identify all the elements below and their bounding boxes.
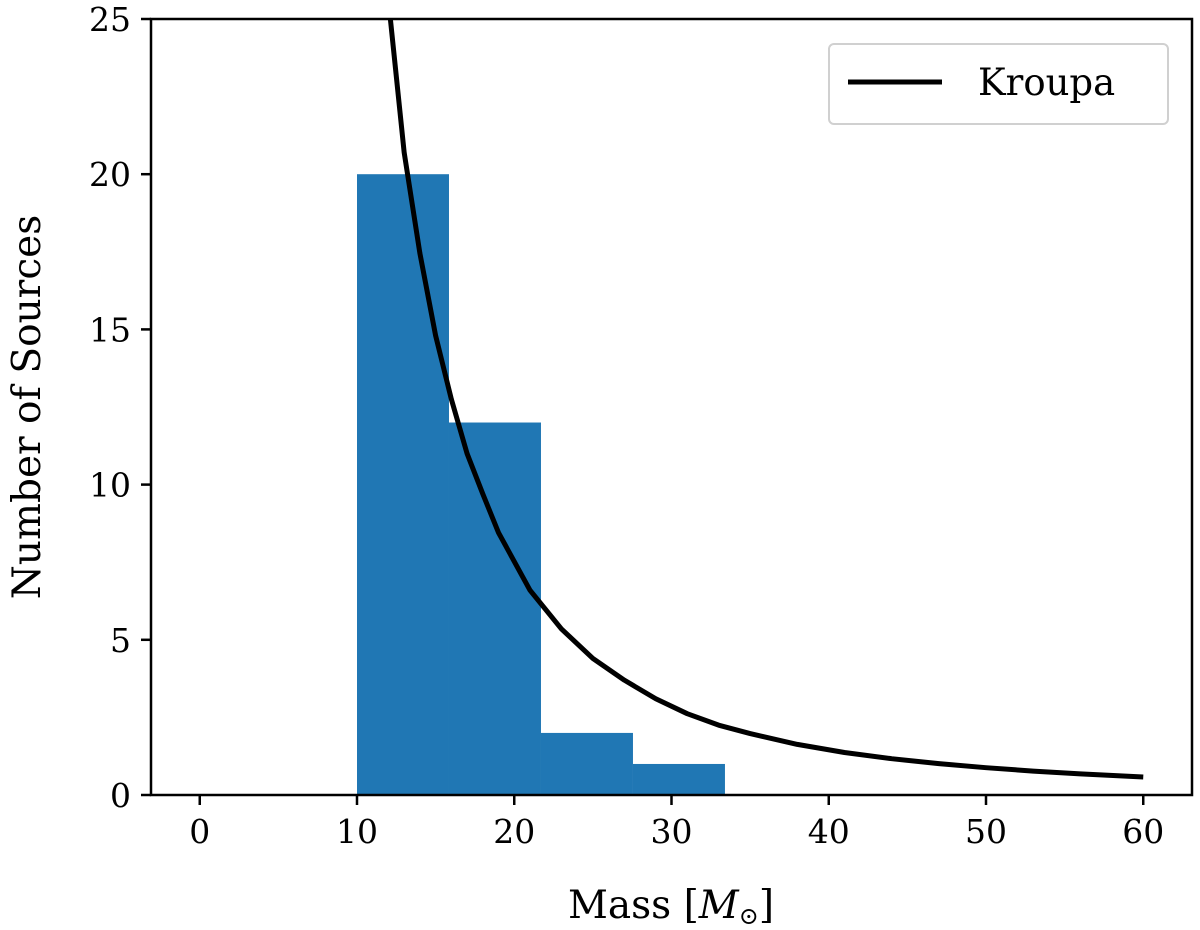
y-axis-ticks: 0 5 10 15 20 25	[89, 0, 151, 815]
x-tick-label: 40	[808, 812, 850, 851]
x-tick-label: 20	[493, 812, 535, 851]
x-tick-label: 0	[189, 812, 210, 851]
x-tick-label: 60	[1122, 812, 1164, 851]
x-tick-label: 50	[965, 812, 1007, 851]
histogram-bar-3	[540, 732, 633, 795]
line-series	[387, 19, 1144, 780]
y-tick-label: 5	[110, 621, 131, 660]
series-line-kroupa	[387, 19, 1144, 780]
x-axis-ticks: 0 10 20 30 40 50 60	[189, 795, 1164, 851]
y-tick-label: 15	[89, 310, 131, 349]
y-tick-label: 20	[89, 155, 131, 194]
x-tick-label: 10	[336, 812, 378, 851]
histogram-bar-4	[632, 763, 725, 795]
plot-area-frame	[149, 17, 1194, 797]
legend: Kroupa	[828, 43, 1169, 125]
legend-box	[828, 43, 1169, 125]
x-axis-title: Mass [M⊙]	[568, 883, 774, 930]
histogram-bar-1	[357, 174, 449, 795]
y-tick-label: 10	[89, 466, 131, 505]
y-tick-label: 25	[89, 0, 131, 39]
histogram-bar-2	[448, 422, 541, 795]
histogram-bars	[357, 174, 725, 795]
x-tick-label: 30	[651, 812, 693, 851]
legend-label-kroupa: Kroupa	[978, 61, 1115, 104]
y-tick-label: 0	[110, 776, 131, 815]
y-axis-title: Number of Sources	[5, 215, 50, 600]
